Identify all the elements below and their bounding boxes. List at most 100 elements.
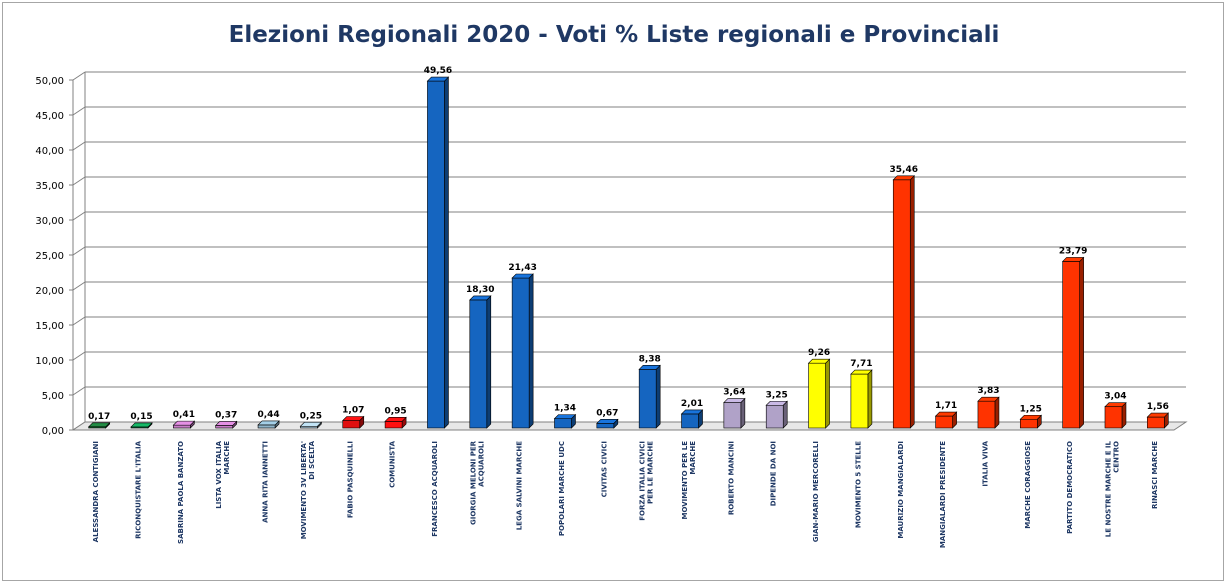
- data-label: 0,25: [300, 411, 322, 421]
- bar-top: [977, 396, 1000, 402]
- y-tick-label: 15,00: [35, 321, 64, 332]
- bar: [723, 397, 746, 429]
- data-label: 49,56: [424, 66, 452, 76]
- data-label: 0,41: [173, 410, 195, 420]
- x-tick-label: MAURIZIO MANGIALARDI: [897, 441, 905, 539]
- gridline-side: [72, 176, 86, 186]
- bar: [469, 295, 492, 429]
- bar: [553, 413, 577, 429]
- y-tick-label: 50,00: [35, 76, 64, 87]
- y-tick-label: 35,00: [35, 181, 64, 192]
- data-label: 3,25: [766, 390, 788, 400]
- bar-top: [723, 398, 746, 403]
- x-tick-label: MANGIALARDI PRESIDENTE: [939, 441, 947, 548]
- bar-top: [765, 400, 788, 406]
- gridline-side: [72, 281, 86, 291]
- bar-side: [909, 175, 915, 429]
- bar-front: [469, 299, 488, 429]
- bar: [765, 400, 788, 429]
- bar-front: [427, 80, 445, 429]
- data-label: 0,67: [596, 408, 618, 418]
- bar-front: [1104, 406, 1123, 429]
- gridline-side: [72, 386, 86, 396]
- bar-top: [384, 417, 407, 422]
- x-tick-label: FABIO PASQUINELLI: [346, 441, 354, 518]
- bar: [934, 411, 958, 429]
- bar: [342, 415, 365, 429]
- bar-front: [892, 179, 911, 429]
- bar-top: [1104, 402, 1127, 408]
- bar-front: [384, 421, 403, 429]
- y-tick-label: 25,00: [35, 251, 64, 262]
- bar-top: [850, 369, 873, 375]
- bar-side: [825, 358, 830, 429]
- bar: [977, 396, 1000, 429]
- data-label: 7,71: [850, 359, 872, 369]
- plot-floor: [71, 421, 1188, 431]
- x-tick-label: LEGA SALVINI MARCHE: [516, 441, 524, 530]
- bar-front: [723, 402, 742, 429]
- data-label: 0,17: [88, 412, 110, 422]
- y-tick-label: 5,00: [42, 391, 64, 402]
- bar-top: [426, 76, 450, 82]
- bar-side: [782, 400, 788, 429]
- bar-side: [528, 273, 534, 429]
- bar: [892, 175, 915, 429]
- bar-side: [486, 295, 492, 429]
- x-tick-label: MOVIMENTO PER LEMARCHE: [681, 441, 697, 520]
- bar-side: [655, 364, 661, 429]
- x-tick-label: SABRINA PAOLA BANZATO: [177, 441, 185, 544]
- data-label: 1,56: [1147, 402, 1169, 412]
- bar-front: [1147, 416, 1165, 429]
- bar-top: [214, 421, 238, 426]
- bar: [1061, 256, 1085, 429]
- x-tick-label: MOVIMENTO 5 STELLE: [854, 441, 862, 528]
- bar-top: [299, 421, 323, 427]
- data-label: 23,79: [1059, 246, 1087, 256]
- y-tick-label: 40,00: [35, 146, 64, 157]
- gridline-side: [72, 316, 86, 326]
- bar-top: [257, 420, 280, 426]
- bar-front: [215, 425, 234, 429]
- bar: [1019, 414, 1043, 429]
- bar-front: [808, 362, 826, 429]
- y-tick-label: 0,00: [42, 426, 64, 437]
- bar: [596, 418, 619, 429]
- x-tick-label: RINASCI MARCHE: [1151, 441, 1159, 509]
- x-tick-label: COMUNISTA: [389, 440, 397, 487]
- bar: [257, 420, 280, 429]
- x-tick-label: MARCHE CORAGGIOSE: [1024, 441, 1032, 529]
- bar-front: [681, 413, 699, 429]
- bar-top: [1019, 414, 1043, 420]
- bar-top: [1061, 257, 1085, 262]
- bar: [426, 76, 450, 429]
- x-tick-label: MOVIMENTO 3V LIBERTA'DI SCELTA: [300, 440, 316, 539]
- bar-side: [740, 397, 746, 429]
- data-label: 8,38: [639, 354, 661, 364]
- bar: [511, 273, 534, 429]
- x-tick-label: POPOLARI MARCHE UDC: [558, 441, 566, 536]
- x-tick-label: RICONQUISTARE L'ITALIA: [135, 440, 143, 538]
- y-tick-label: 45,00: [35, 111, 64, 122]
- chart-title: Elezioni Regionali 2020 - Voti % Liste r…: [228, 22, 1000, 48]
- bar-top: [553, 414, 577, 419]
- bar-top: [638, 365, 661, 370]
- gridline-side: [72, 246, 86, 256]
- gridline-side: [72, 106, 86, 116]
- x-tick-label: LISTA VOX ITALIAMARCHE: [215, 440, 231, 508]
- bar-front: [342, 420, 361, 429]
- bar-front: [977, 400, 996, 429]
- x-tick-label: LE NOSTRE MARCHE E ILCENTRO: [1104, 440, 1120, 537]
- y-tick-label: 30,00: [35, 216, 64, 227]
- data-label: 18,30: [466, 285, 494, 295]
- bar: [172, 420, 196, 429]
- bar-side: [867, 369, 873, 429]
- bar-front: [257, 424, 276, 429]
- y-tick-label: 20,00: [35, 286, 64, 297]
- bar: [1146, 412, 1170, 429]
- data-label: 35,46: [890, 165, 918, 175]
- bar-top: [342, 416, 365, 421]
- bar-side: [1079, 256, 1084, 429]
- data-label: 21,43: [508, 263, 536, 273]
